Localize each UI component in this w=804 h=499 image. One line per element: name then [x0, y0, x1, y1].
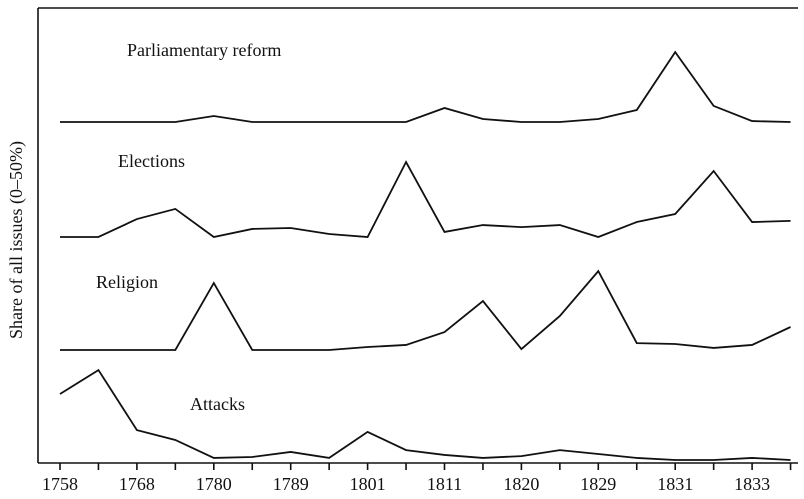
series-line: [60, 160, 791, 238]
x-tick-label: 1833: [734, 474, 770, 494]
x-tick-label: 1831: [657, 474, 693, 494]
x-tick-label: 1789: [273, 474, 309, 494]
series-line: [59, 368, 791, 461]
x-tick-label: 1758: [42, 474, 78, 494]
x-tick-label: 1811: [427, 474, 462, 494]
y-axis-label: Share of all issues (0–50%): [6, 141, 27, 339]
x-tick-label: 1820: [503, 474, 539, 494]
series-line: [60, 50, 791, 123]
series-line: [60, 269, 791, 351]
x-tick-label: 1768: [119, 474, 155, 494]
x-tick-label: 1801: [350, 474, 386, 494]
series-label: Parliamentary reform: [127, 40, 281, 60]
series-label: Religion: [96, 272, 158, 292]
x-tick-label: 1780: [196, 474, 232, 494]
x-tick-label: 1829: [580, 474, 616, 494]
series-label: Attacks: [190, 394, 245, 414]
series-label: Elections: [118, 151, 185, 171]
